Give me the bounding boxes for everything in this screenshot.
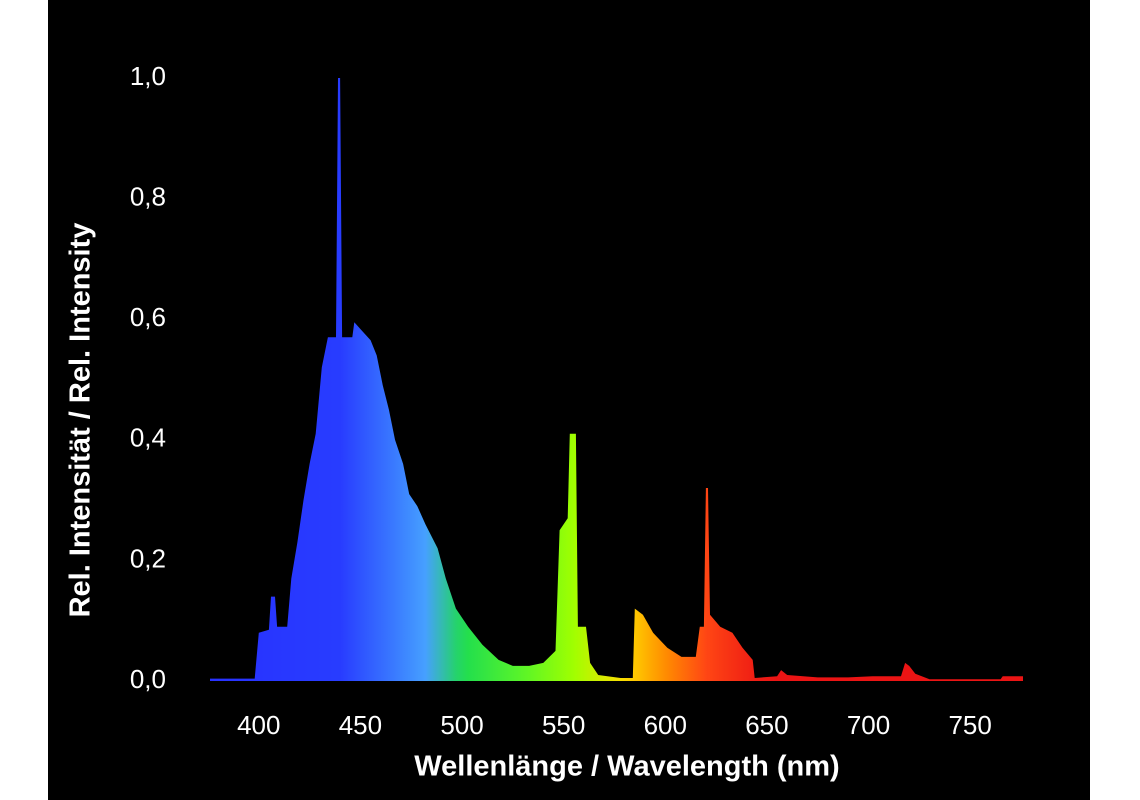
y-tick-label: 0,4 [130, 423, 166, 453]
x-tick-label: 700 [847, 710, 890, 740]
x-tick-label: 500 [440, 710, 483, 740]
y-axis-title: Rel. Intensität / Rel. Intensity [65, 223, 97, 618]
x-tick-label: 600 [644, 710, 687, 740]
spectrum-area [210, 78, 1023, 681]
y-tick-label: 0,6 [130, 302, 166, 332]
x-tick-label: 400 [237, 710, 280, 740]
y-tick-label: 0,8 [130, 181, 166, 211]
x-tick-label: 550 [542, 710, 585, 740]
y-tick-label: 0,2 [130, 543, 166, 573]
x-tick-label: 650 [745, 710, 788, 740]
x-axis-title: Wellenlänge / Wavelength (nm) [414, 751, 839, 783]
y-tick-label: 1,0 [130, 61, 166, 91]
x-tick-label: 450 [339, 710, 382, 740]
x-tick-label: 750 [948, 710, 991, 740]
y-tick-label: 0,0 [130, 664, 166, 694]
